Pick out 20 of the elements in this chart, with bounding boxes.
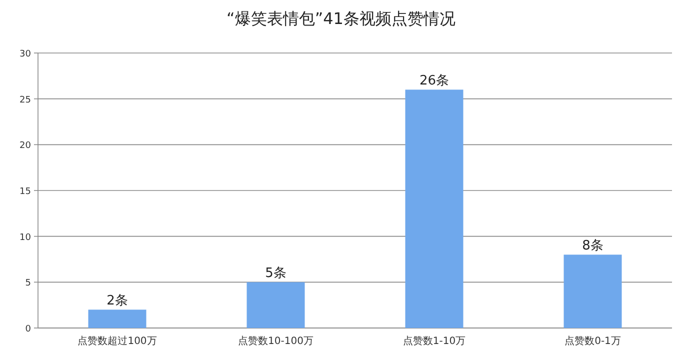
y-tick-label: 20 bbox=[20, 141, 32, 152]
y-tick-label: 0 bbox=[25, 324, 32, 334]
data-label: 2条 bbox=[106, 294, 128, 309]
data-label: 26条 bbox=[419, 74, 450, 89]
x-tick-label: 点赞数10-100万 bbox=[238, 335, 314, 347]
x-tick-label: 点赞数超过100万 bbox=[78, 335, 157, 347]
bar bbox=[246, 282, 305, 328]
x-tick-label: 点赞数0-1万 bbox=[564, 335, 621, 347]
y-tick-label: 25 bbox=[20, 95, 31, 106]
y-tick-label: 15 bbox=[20, 187, 31, 197]
chart-title: “爆笑表情包”41条视频点赞情况 bbox=[226, 9, 456, 28]
x-tick-label: 点赞数1-10万 bbox=[402, 335, 466, 347]
data-label: 5条 bbox=[265, 266, 286, 282]
bar bbox=[564, 254, 622, 328]
y-tick-label: 30 bbox=[20, 50, 32, 60]
y-tick-label: 10 bbox=[20, 232, 32, 243]
bar bbox=[405, 90, 464, 328]
data-label: 8条 bbox=[582, 238, 604, 254]
bar bbox=[88, 310, 146, 328]
y-tick-label: 5 bbox=[25, 278, 31, 289]
